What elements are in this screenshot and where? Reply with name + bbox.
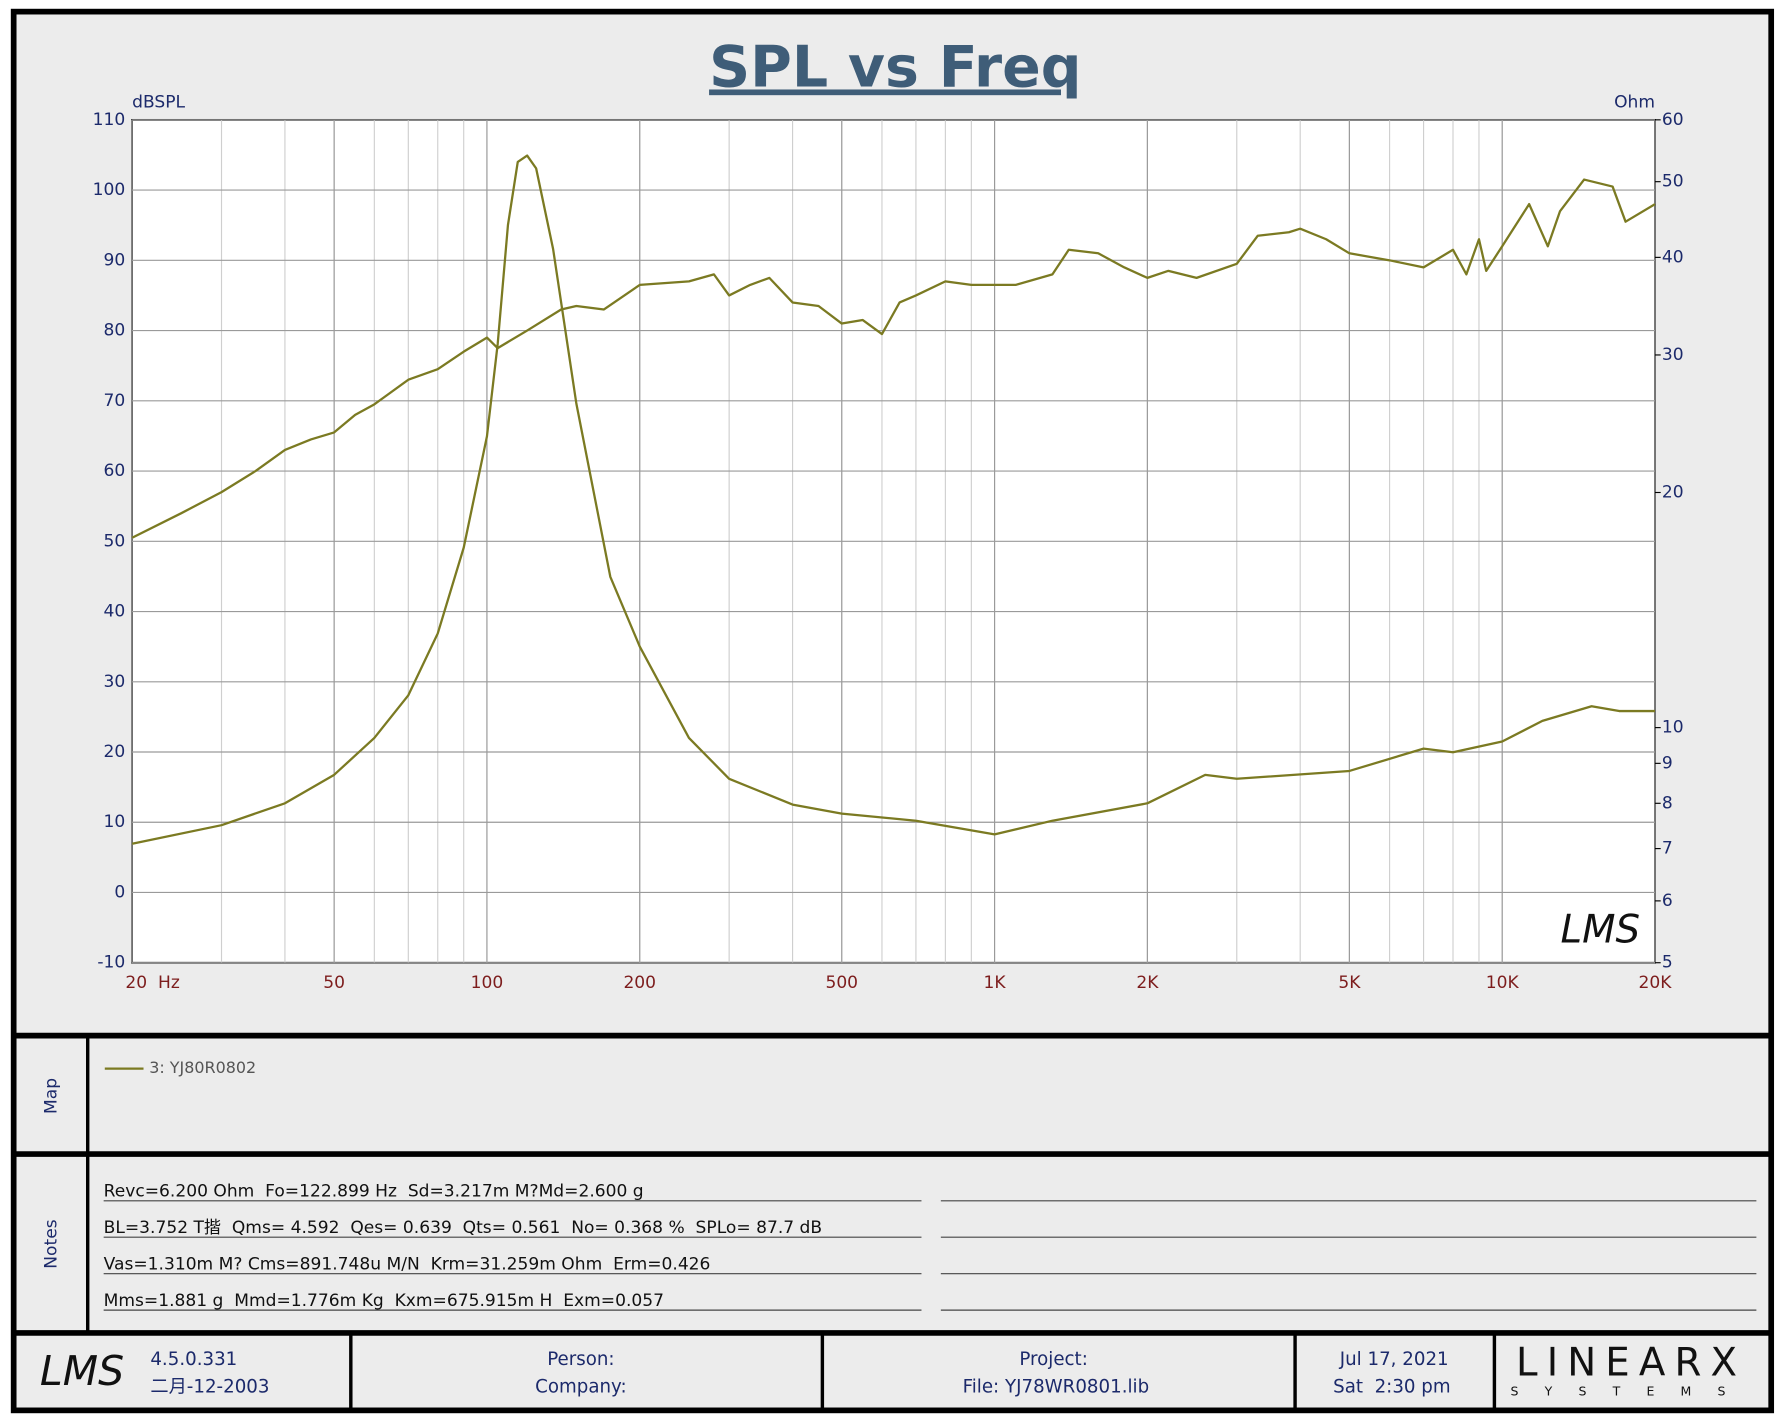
y-tick-label: 60 xyxy=(104,461,126,481)
y-tick-label: -10 xyxy=(97,953,125,973)
brand-sub: SYSTEMS xyxy=(1510,1384,1751,1399)
chart-title: SPL vs Freq xyxy=(709,34,1081,100)
legend-label: 3: YJ80R0802 xyxy=(149,1058,256,1077)
y2-tick-label: 8 xyxy=(1662,793,1673,813)
y2-tick-label: 30 xyxy=(1662,345,1684,365)
x-tick-label: 1K xyxy=(984,973,1007,993)
y-tick-label: 90 xyxy=(104,250,126,270)
file: File: YJ78WR0801.lib xyxy=(963,1377,1150,1398)
y-tick-label: 0 xyxy=(114,882,125,902)
project: Project: xyxy=(1019,1349,1087,1370)
x-tick-label: 200 xyxy=(623,973,656,993)
note-line: Mms=1.881 g Mmd=1.776m Kg Kxm=675.915m H… xyxy=(104,1291,664,1311)
y-tick-label: 110 xyxy=(93,110,126,130)
notes-label: Notes xyxy=(41,1219,61,1268)
y2-tick-label: 40 xyxy=(1662,247,1684,267)
y2-tick-label: 9 xyxy=(1662,753,1673,773)
y-tick-label: 20 xyxy=(104,742,126,762)
x-tick-label: 5K xyxy=(1338,973,1361,993)
company: Company: xyxy=(535,1377,627,1398)
y-tick-label: 30 xyxy=(104,672,126,692)
date: Jul 17, 2021 xyxy=(1339,1349,1449,1370)
y-tick-label: 80 xyxy=(104,321,126,341)
y2-tick-label: 10 xyxy=(1662,718,1684,738)
y2-tick-label: 20 xyxy=(1662,482,1684,502)
y2-tick-label: 60 xyxy=(1662,110,1684,130)
y2-tick-label: 6 xyxy=(1662,891,1673,911)
x-tick-label: 10K xyxy=(1486,973,1520,993)
note-line: Revc=6.200 Ohm Fo=122.899 Hz Sd=3.217m M… xyxy=(104,1182,644,1202)
y-tick-label: 40 xyxy=(104,602,126,622)
y2-axis-label: Ohm xyxy=(1614,93,1655,113)
footer-logo: LMS xyxy=(40,1347,124,1395)
brand: LINEARX xyxy=(1516,1340,1746,1385)
y-axis-label: dBSPL xyxy=(132,93,185,113)
y-tick-label: 50 xyxy=(104,531,126,551)
x-tick-label: 50 xyxy=(323,973,345,993)
series-line xyxy=(131,154,1656,845)
build-date: 二月-12-2003 xyxy=(150,1377,269,1398)
x-tick-label: 20 Hz xyxy=(125,973,179,993)
note-line: BL=3.752 T揩 Qms= 4.592 Qes= 0.639 Qts= 0… xyxy=(104,1218,822,1238)
x-tick-label: 100 xyxy=(471,973,504,993)
y-tick-label: 100 xyxy=(93,180,126,200)
y2-tick-label: 5 xyxy=(1662,953,1673,973)
x-tick-label: 2K xyxy=(1136,973,1159,993)
y-tick-label: 70 xyxy=(104,391,126,411)
y-tick-label: 10 xyxy=(104,812,126,832)
x-tick-label: 20K xyxy=(1639,973,1673,993)
x-tick-label: 500 xyxy=(825,973,858,993)
version: 4.5.0.331 xyxy=(150,1349,237,1370)
watermark: LMS xyxy=(1561,907,1641,952)
series-line xyxy=(131,178,1656,539)
time: Sat 2:30 pm xyxy=(1333,1377,1450,1398)
y2-tick-label: 50 xyxy=(1662,172,1684,192)
note-line: Vas=1.310m M? Cms=891.748u M/N Krm=31.25… xyxy=(104,1255,711,1275)
map-label: Map xyxy=(41,1078,61,1114)
person: Person: xyxy=(547,1349,614,1370)
y2-tick-label: 7 xyxy=(1662,839,1673,859)
